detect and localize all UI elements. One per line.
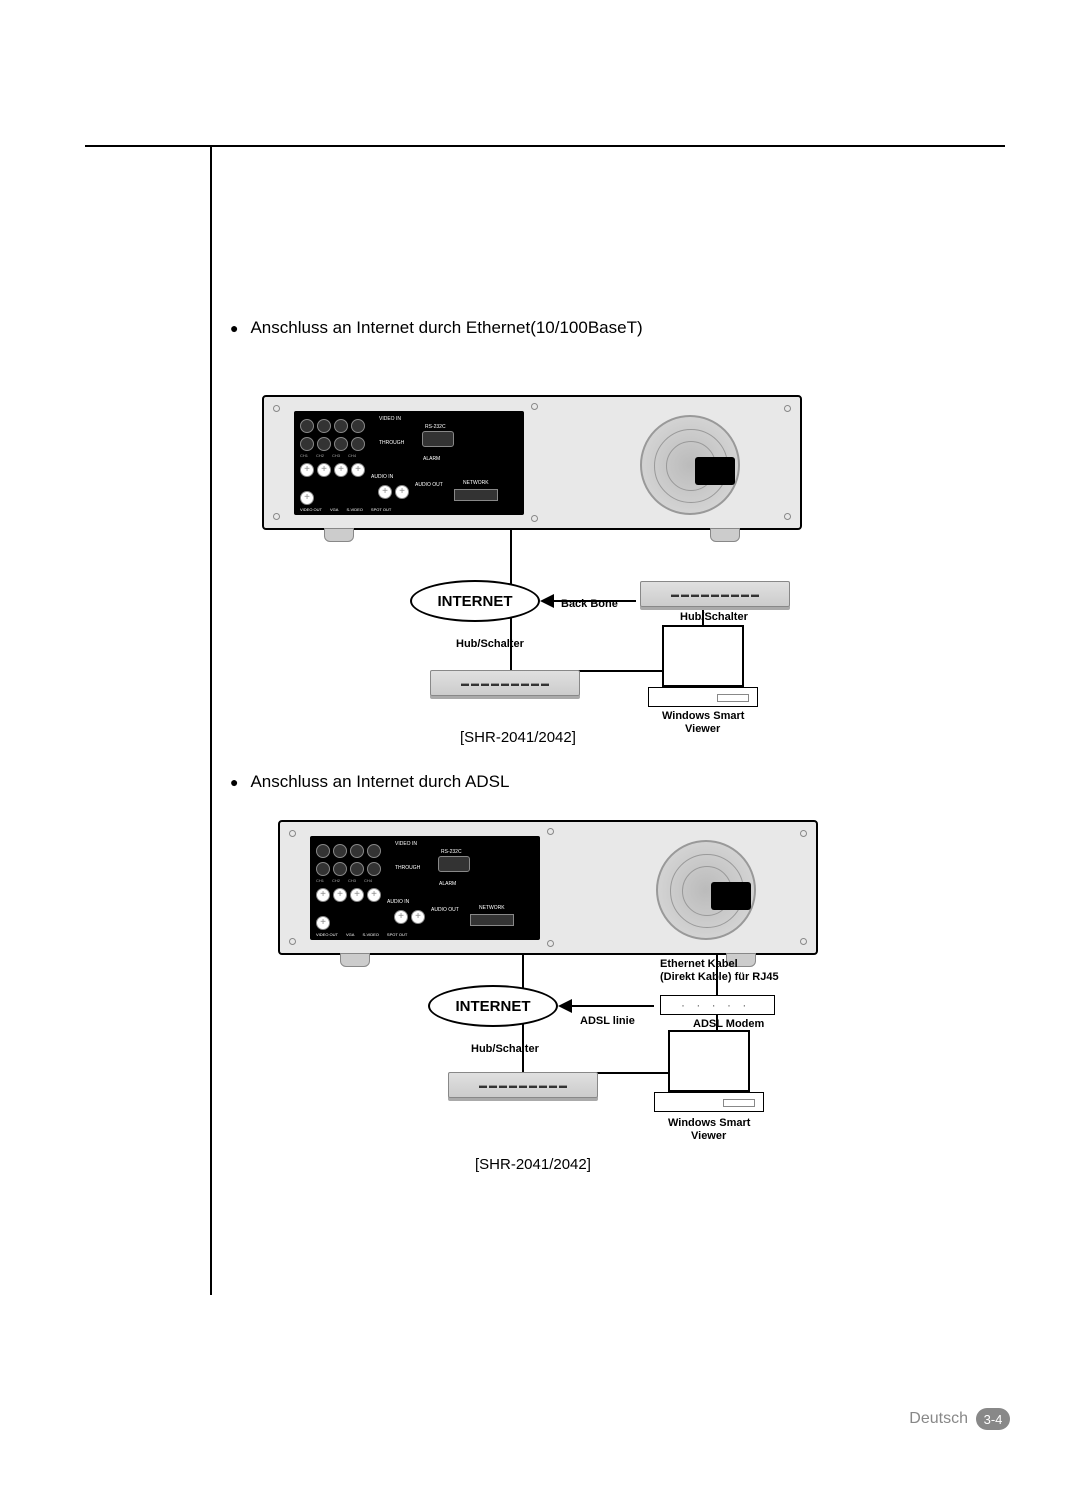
internet-label-1: INTERNET (438, 593, 513, 610)
bullet-ethernet: Anschluss an Internet durch Ethernet(10/… (230, 318, 643, 338)
monitor-base-2 (654, 1092, 764, 1112)
viewer-label-2b: Viewer (691, 1130, 726, 1142)
monitor-1 (662, 625, 744, 687)
page-badge: 3-4 (976, 1408, 1010, 1430)
footer-lang: Deutsch (909, 1410, 968, 1428)
foot-left-1 (324, 528, 354, 542)
alarm-label-2: ALARM (436, 880, 459, 888)
video-in-label-2: VIDEO IN (392, 840, 420, 848)
monitor-2 (668, 1030, 750, 1092)
model-label-1: [SHR-2041/2042] (460, 729, 576, 746)
hub-1a (640, 581, 790, 607)
top-rule (85, 145, 1005, 147)
hub-2 (448, 1072, 598, 1098)
adsl-modem (660, 995, 775, 1015)
foot-right-1 (710, 528, 740, 542)
internet-oval-1: INTERNET (410, 580, 540, 622)
connector-zone-1: ++++ + ++ VIDEO IN THROUGH AUDIO IN AUDI… (294, 411, 524, 515)
bullet-adsl: Anschluss an Internet durch ADSL (230, 772, 509, 792)
device-panel-1: ++++ + ++ VIDEO IN THROUGH AUDIO IN AUDI… (262, 395, 802, 530)
hub-1b (430, 670, 580, 696)
alarm-label: ALARM (420, 455, 443, 463)
viewer-label-2a: Windows Smart (668, 1117, 750, 1129)
adsl-line-label: ADSL linie (580, 1015, 635, 1027)
internet-oval-2: INTERNET (428, 985, 558, 1027)
model-label-2: [SHR-2041/2042] (475, 1156, 591, 1173)
hub-label-1b: Hub/Schalter (456, 638, 524, 650)
page-number: 3-4 (984, 1412, 1003, 1427)
viewer-label-1b: Viewer (685, 723, 720, 735)
through-label: THROUGH (376, 439, 407, 447)
eth-cable-label-2: (Direkt Kable) für RJ45 (660, 971, 779, 983)
rs232-label-2: RS-232C (438, 848, 465, 856)
foot-left-2 (340, 953, 370, 967)
hub-label-1a: Hub/Schalter (680, 611, 748, 623)
bullet-adsl-text: Anschluss an Internet durch ADSL (250, 772, 509, 792)
video-in-label: VIDEO IN (376, 415, 404, 423)
network-label: NETWORK (460, 479, 492, 487)
viewer-label-1a: Windows Smart (662, 710, 744, 722)
bullet-ethernet-text: Anschluss an Internet durch Ethernet(10/… (250, 318, 642, 338)
eth-cable-label-1: Ethernet Kabel (660, 958, 738, 970)
audio-out-label-2: AUDIO OUT (428, 906, 462, 914)
footer: Deutsch 3-4 (909, 1408, 1010, 1430)
connector-zone-2: ++++ + ++ VIDEO IN THROUGH AUDIO IN AUDI… (310, 836, 540, 940)
hub-label-2: Hub/Schalter (471, 1043, 539, 1055)
ac-port-1 (695, 457, 735, 485)
arrow-2 (568, 1005, 654, 1007)
audio-in-label: AUDIO IN (368, 473, 396, 481)
audio-in-label-2: AUDIO IN (384, 898, 412, 906)
ac-port-2 (711, 882, 751, 910)
audio-out-label: AUDIO OUT (412, 481, 446, 489)
adsl-modem-label: ADSL Modem (693, 1018, 764, 1030)
through-label-2: THROUGH (392, 864, 423, 872)
monitor-base-1 (648, 687, 758, 707)
internet-label-2: INTERNET (456, 998, 531, 1015)
rs232-label: RS-232C (422, 423, 449, 431)
device-panel-2: ++++ + ++ VIDEO IN THROUGH AUDIO IN AUDI… (278, 820, 818, 955)
backbone-label: Back Bone (561, 598, 618, 610)
network-label-2: NETWORK (476, 904, 508, 912)
side-rule (210, 145, 212, 1295)
page-root: Anschluss an Internet durch Ethernet(10/… (0, 0, 1080, 1490)
